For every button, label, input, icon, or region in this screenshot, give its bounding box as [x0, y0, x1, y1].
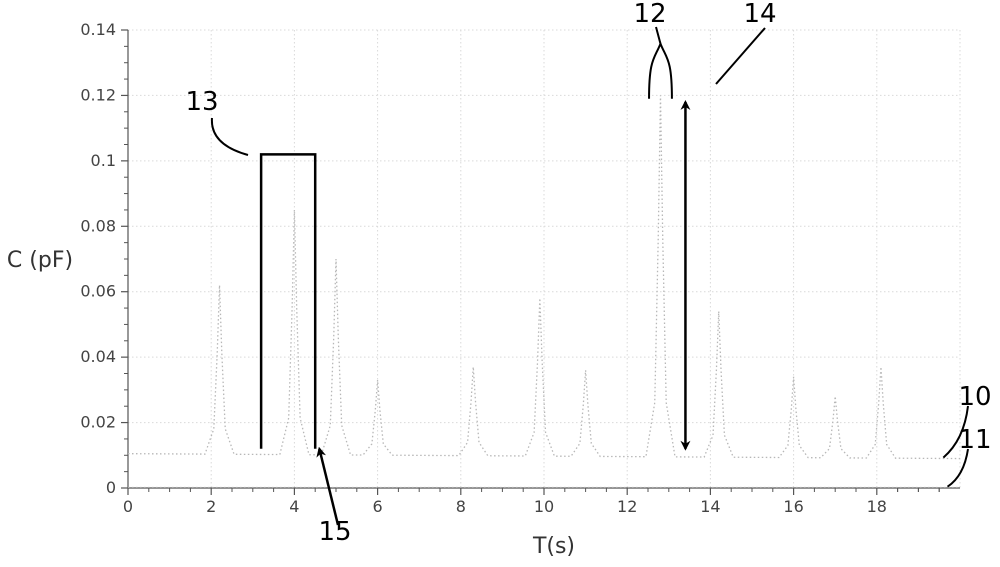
x-axis-label: T(s) — [532, 534, 575, 559]
svg-text:0.02: 0.02 — [80, 413, 116, 432]
callout-label-13: 13 — [185, 87, 218, 117]
callout-label-15: 15 — [318, 517, 351, 547]
svg-text:0.08: 0.08 — [80, 216, 116, 235]
svg-text:14: 14 — [700, 497, 720, 516]
capacitance-time-chart: 0 2 4 6 8 10 12 14 16 18 0 0.02 0.04 0.06 0.08 0.1 0.12 0… — [0, 0, 1000, 567]
svg-text:0: 0 — [123, 497, 133, 516]
svg-text:2: 2 — [206, 497, 216, 516]
svg-text:0.04: 0.04 — [80, 347, 116, 366]
svg-text:8: 8 — [456, 497, 466, 516]
callout-label-10: 10 — [958, 382, 991, 412]
svg-text:16: 16 — [783, 497, 803, 516]
svg-text:4: 4 — [289, 497, 299, 516]
svg-text:0.12: 0.12 — [80, 85, 116, 104]
svg-text:0.1: 0.1 — [91, 151, 116, 170]
callout-label-12: 12 — [633, 0, 666, 29]
svg-text:10: 10 — [534, 497, 554, 516]
y-axis-label: C (pF) — [7, 248, 73, 273]
svg-text:12: 12 — [617, 497, 637, 516]
callout-label-11: 11 — [958, 425, 991, 455]
svg-text:6: 6 — [373, 497, 383, 516]
svg-text:0: 0 — [106, 478, 116, 497]
svg-text:0.14: 0.14 — [80, 20, 116, 39]
svg-text:0.06: 0.06 — [80, 282, 116, 301]
svg-text:18: 18 — [867, 497, 887, 516]
callout-label-14: 14 — [743, 0, 776, 29]
